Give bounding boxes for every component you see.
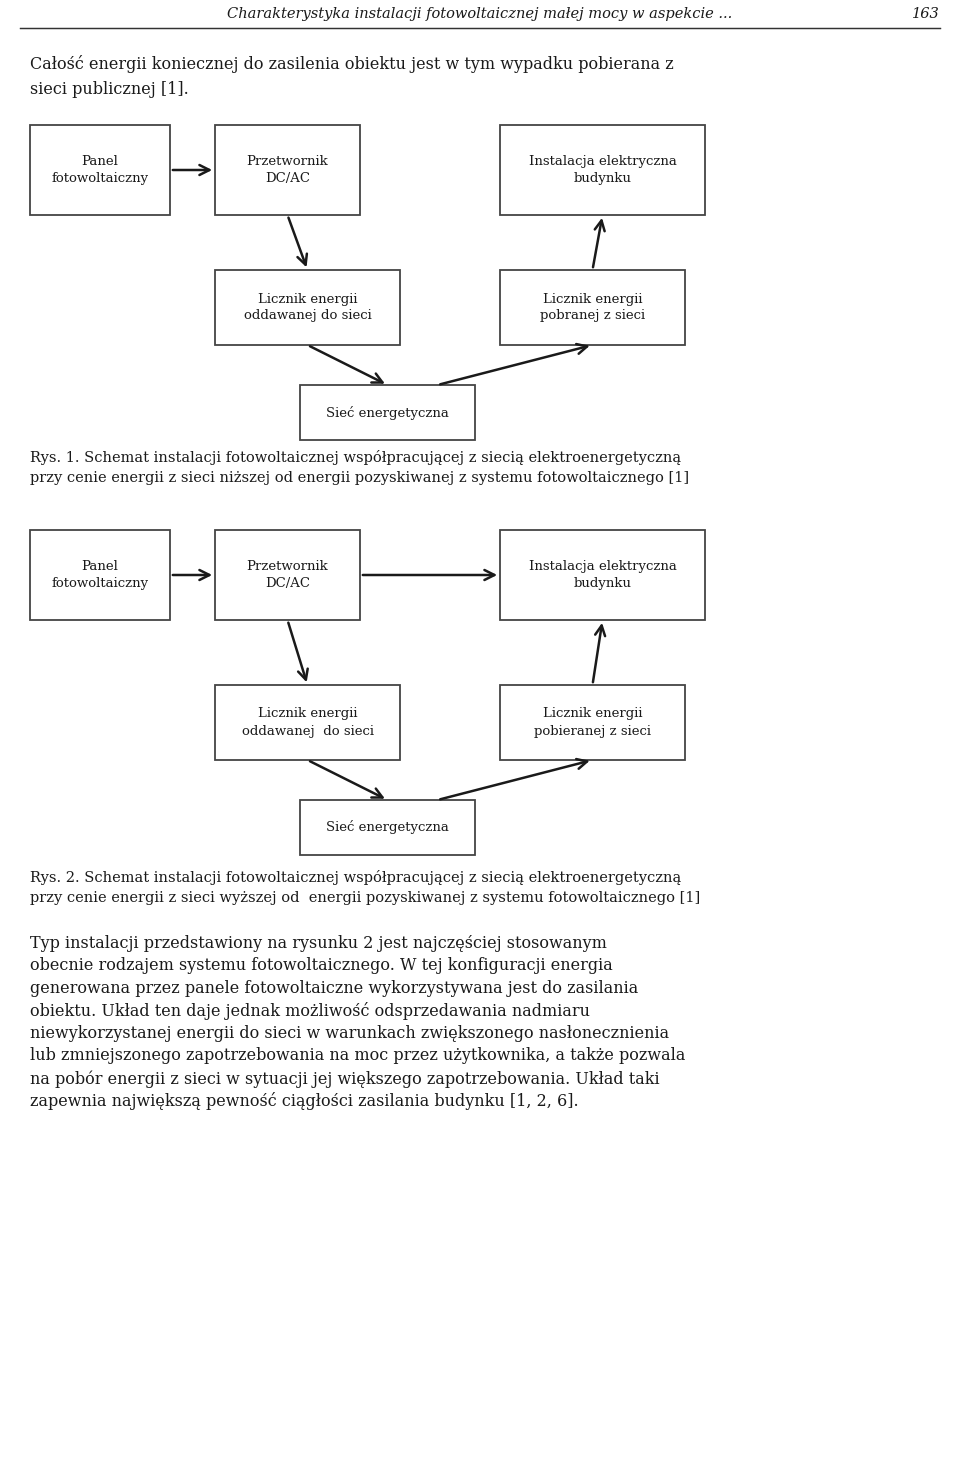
Text: Przetwornik
DC/AC: Przetwornik DC/AC xyxy=(247,560,328,590)
Text: Typ instalacji przedstawiony na rysunku 2 jest najczęściej stosowanym: Typ instalacji przedstawiony na rysunku … xyxy=(30,935,607,951)
Bar xyxy=(300,799,475,855)
Text: Panel
fotowoltaiczny: Panel fotowoltaiczny xyxy=(52,560,149,590)
Text: Sieć energetyczna: Sieć energetyczna xyxy=(326,406,449,419)
Text: Instalacja elektryczna
budynku: Instalacja elektryczna budynku xyxy=(529,560,677,590)
Text: Przetwornik
DC/AC: Przetwornik DC/AC xyxy=(247,155,328,184)
Text: Całość energii koniecznej do zasilenia obiektu jest w tym wypadku pobierana z
si: Całość energii koniecznej do zasilenia o… xyxy=(30,55,674,97)
Text: niewykorzystanej energii do sieci w warunkach zwiększonego nasłonecznienia: niewykorzystanej energii do sieci w waru… xyxy=(30,1025,669,1041)
Text: 163: 163 xyxy=(912,7,940,21)
Bar xyxy=(30,125,170,215)
Text: na pobór energii z sieci w sytuacji jej większego zapotrzebowania. Układ taki: na pobór energii z sieci w sytuacji jej … xyxy=(30,1069,660,1087)
Text: Sieć energetyczna: Sieć energetyczna xyxy=(326,820,449,835)
Bar xyxy=(500,684,685,760)
Bar xyxy=(30,530,170,620)
Text: Panel
fotowoltaiczny: Panel fotowoltaiczny xyxy=(52,155,149,184)
Text: zapewnia największą pewność ciągłości zasilania budynku [1, 2, 6].: zapewnia największą pewność ciągłości za… xyxy=(30,1093,579,1111)
Text: Rys. 1. Schemat instalacji fotowoltaicznej współpracującej z siecią elektroenerg: Rys. 1. Schemat instalacji fotowoltaiczn… xyxy=(30,450,689,485)
Text: Licznik energii
pobieranej z sieci: Licznik energii pobieranej z sieci xyxy=(534,708,651,738)
Text: generowana przez panele fotowoltaiczne wykorzystywana jest do zasilania: generowana przez panele fotowoltaiczne w… xyxy=(30,979,638,997)
Bar xyxy=(500,270,685,345)
Bar xyxy=(300,385,475,440)
Bar xyxy=(500,125,705,215)
Bar xyxy=(215,125,360,215)
Text: Licznik energii
oddawanej  do sieci: Licznik energii oddawanej do sieci xyxy=(242,708,373,738)
Text: lub zmniejszonego zapotrzebowania na moc przez użytkownika, a także pozwala: lub zmniejszonego zapotrzebowania na moc… xyxy=(30,1047,685,1065)
Text: Rys. 2. Schemat instalacji fotowoltaicznej współpracującej z siecią elektroenerg: Rys. 2. Schemat instalacji fotowoltaiczn… xyxy=(30,870,700,906)
Text: Licznik energii
oddawanej do sieci: Licznik energii oddawanej do sieci xyxy=(244,292,372,323)
Text: obiektu. Układ ten daje jednak możliwość odsprzedawania nadmiaru: obiektu. Układ ten daje jednak możliwość… xyxy=(30,1003,590,1021)
Bar xyxy=(500,530,705,620)
Bar xyxy=(215,530,360,620)
Text: obecnie rodzajem systemu fotowoltaicznego. W tej konfiguracji energia: obecnie rodzajem systemu fotowoltaiczneg… xyxy=(30,957,612,975)
Text: Licznik energii
pobranej z sieci: Licznik energii pobranej z sieci xyxy=(540,292,645,323)
Bar xyxy=(215,684,400,760)
Text: Instalacja elektryczna
budynku: Instalacja elektryczna budynku xyxy=(529,155,677,184)
Text: Charakterystyka instalacji fotowoltaicznej małej mocy w aspekcie ...: Charakterystyka instalacji fotowoltaiczn… xyxy=(228,7,732,21)
Bar xyxy=(215,270,400,345)
